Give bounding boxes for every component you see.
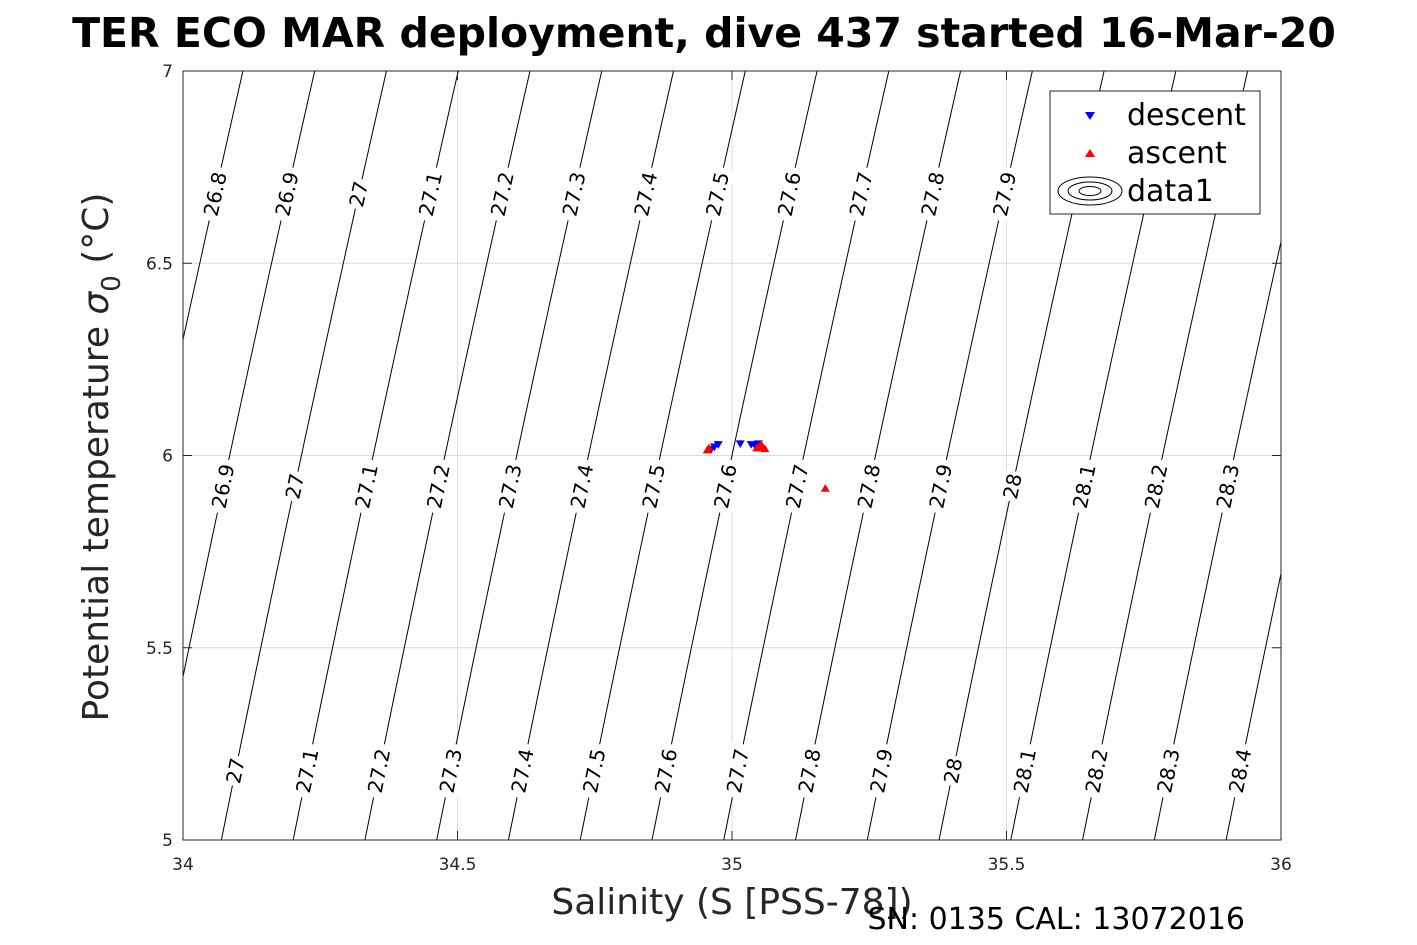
contour-label-bg bbox=[484, 165, 520, 224]
x-tick-label: 35 bbox=[721, 855, 743, 875]
series-ascent bbox=[702, 439, 830, 492]
contour-label: 28 bbox=[938, 753, 968, 788]
contour-label-bg bbox=[577, 741, 612, 800]
descent-point bbox=[713, 441, 723, 449]
contour-label-bg bbox=[708, 457, 743, 516]
x-tick-label: 34.5 bbox=[439, 855, 477, 875]
contour-label-bg bbox=[269, 165, 305, 224]
contour-label-bg bbox=[205, 457, 241, 516]
legend-box bbox=[1049, 90, 1261, 215]
contour-label-bg bbox=[1138, 457, 1174, 516]
y-axis-label-subscript: 0 bbox=[97, 275, 127, 292]
contour-label-bg bbox=[343, 176, 374, 212]
contour-label-bg bbox=[864, 741, 899, 800]
contour-label: 27.7 bbox=[843, 165, 879, 224]
contour-label-bg bbox=[505, 741, 540, 800]
contour-label-bg bbox=[1007, 741, 1042, 800]
y-tick-label: 7 bbox=[162, 62, 173, 82]
legend-ascent-label: ascent bbox=[1127, 136, 1227, 171]
contour-label-bg bbox=[779, 457, 815, 516]
contour-label-bg bbox=[997, 469, 1028, 504]
isopycnal-line bbox=[1225, 571, 1281, 840]
y-tick-label: 5.5 bbox=[146, 639, 173, 659]
x-tick-label: 35.5 bbox=[988, 855, 1026, 875]
legend-contour-icon bbox=[1057, 176, 1123, 206]
contour-label-bg bbox=[699, 165, 736, 224]
x-tick-label: 34 bbox=[172, 855, 194, 875]
contour-label-bg bbox=[220, 753, 251, 788]
contour-label-bg bbox=[1210, 457, 1246, 516]
axis-ticks: 34 34.5 35 35.5 36 5 5.5 6 6.5 7 bbox=[146, 62, 1292, 875]
legend-ascent-marker bbox=[1085, 149, 1095, 157]
contour-label-bg bbox=[564, 457, 600, 516]
contour-label: 27.1 bbox=[349, 457, 384, 516]
ascent-point bbox=[760, 444, 770, 453]
contour-label-bg bbox=[628, 165, 664, 224]
x-axis-label: Salinity (S [PSS-78]) bbox=[551, 882, 912, 923]
y-tick-label: 6.5 bbox=[146, 254, 173, 274]
contour-label-bg bbox=[851, 457, 887, 516]
contour-label-bg bbox=[923, 457, 959, 516]
contour-label-bg bbox=[986, 165, 1023, 224]
ascent-point bbox=[704, 443, 714, 452]
contour-label-bg bbox=[197, 165, 233, 224]
legend-descent-label: descent bbox=[1127, 98, 1246, 133]
y-axis-label-unit: (°C) bbox=[76, 193, 117, 276]
y-axis-label-sigma: σ bbox=[76, 291, 117, 315]
data-series bbox=[702, 439, 830, 492]
contour-label-text: 27 bbox=[221, 756, 250, 786]
contour-label-bg bbox=[433, 741, 468, 800]
chart-title: TER ECO MAR deployment, dive 437 started… bbox=[72, 9, 1336, 57]
descent-point bbox=[735, 440, 745, 449]
x-tick-label: 36 bbox=[1270, 855, 1292, 875]
legend: descent ascent data1 bbox=[1049, 90, 1261, 215]
contour-label-bg bbox=[361, 741, 397, 800]
footer-serial-cal: SN: 0135 CAL: 13072016 bbox=[867, 902, 1245, 937]
contour-label-bg bbox=[1151, 741, 1186, 800]
contour-label: 27 bbox=[220, 753, 251, 788]
contour-label-bg bbox=[915, 165, 951, 224]
contour-label-bg bbox=[556, 165, 592, 224]
contour-label: 28.4 bbox=[1222, 741, 1258, 800]
grid bbox=[183, 71, 1281, 840]
contour-label-bg bbox=[290, 741, 325, 800]
contour-label: 27.6 bbox=[708, 457, 743, 516]
contour-label: 28 bbox=[997, 469, 1028, 504]
contour-label-text: 28 bbox=[939, 756, 968, 786]
ascent-point bbox=[820, 484, 830, 492]
contour-label-bg bbox=[1066, 457, 1102, 516]
contour-label-bg bbox=[492, 457, 528, 516]
contour-label-bg bbox=[420, 457, 456, 516]
isopycnal-line bbox=[1153, 239, 1281, 840]
contour-label-bg bbox=[720, 741, 755, 800]
legend-descent-marker bbox=[1085, 112, 1095, 120]
contour-label: 27 bbox=[279, 469, 310, 504]
contour-labels: 26.8 26.9 27 27.1 27.2 27.3 27.4 27.5 27.6 27.7 27… bbox=[197, 165, 1258, 800]
contour-label-bg bbox=[349, 457, 384, 516]
y-axis-label: Potential temperature σ0 (°C) bbox=[76, 193, 127, 722]
y-axis-label-main: Potential temperature bbox=[76, 315, 117, 722]
contour-label-bg bbox=[1079, 741, 1114, 800]
contour-label-bg bbox=[1222, 741, 1258, 800]
contour-label-text: 27 bbox=[280, 471, 309, 501]
contour-label-bg bbox=[843, 165, 879, 224]
legend-data1-label: data1 bbox=[1127, 174, 1214, 209]
contour-label-bg bbox=[938, 753, 968, 788]
contour-label-text: 27 bbox=[344, 179, 373, 209]
contour-label-bg bbox=[279, 469, 310, 504]
contour-label-bg bbox=[412, 165, 449, 224]
contour-label: 27 bbox=[343, 176, 374, 212]
y-tick-label: 5 bbox=[162, 831, 173, 851]
contour-label-text: 28 bbox=[998, 471, 1027, 501]
contour-label-bg bbox=[792, 741, 827, 800]
contour-label-bg bbox=[636, 457, 672, 516]
y-tick-label: 6 bbox=[162, 447, 173, 467]
contour-label: 28.2 bbox=[1138, 457, 1174, 516]
contour-label-bg bbox=[648, 741, 684, 800]
contour-label-bg bbox=[771, 165, 807, 224]
